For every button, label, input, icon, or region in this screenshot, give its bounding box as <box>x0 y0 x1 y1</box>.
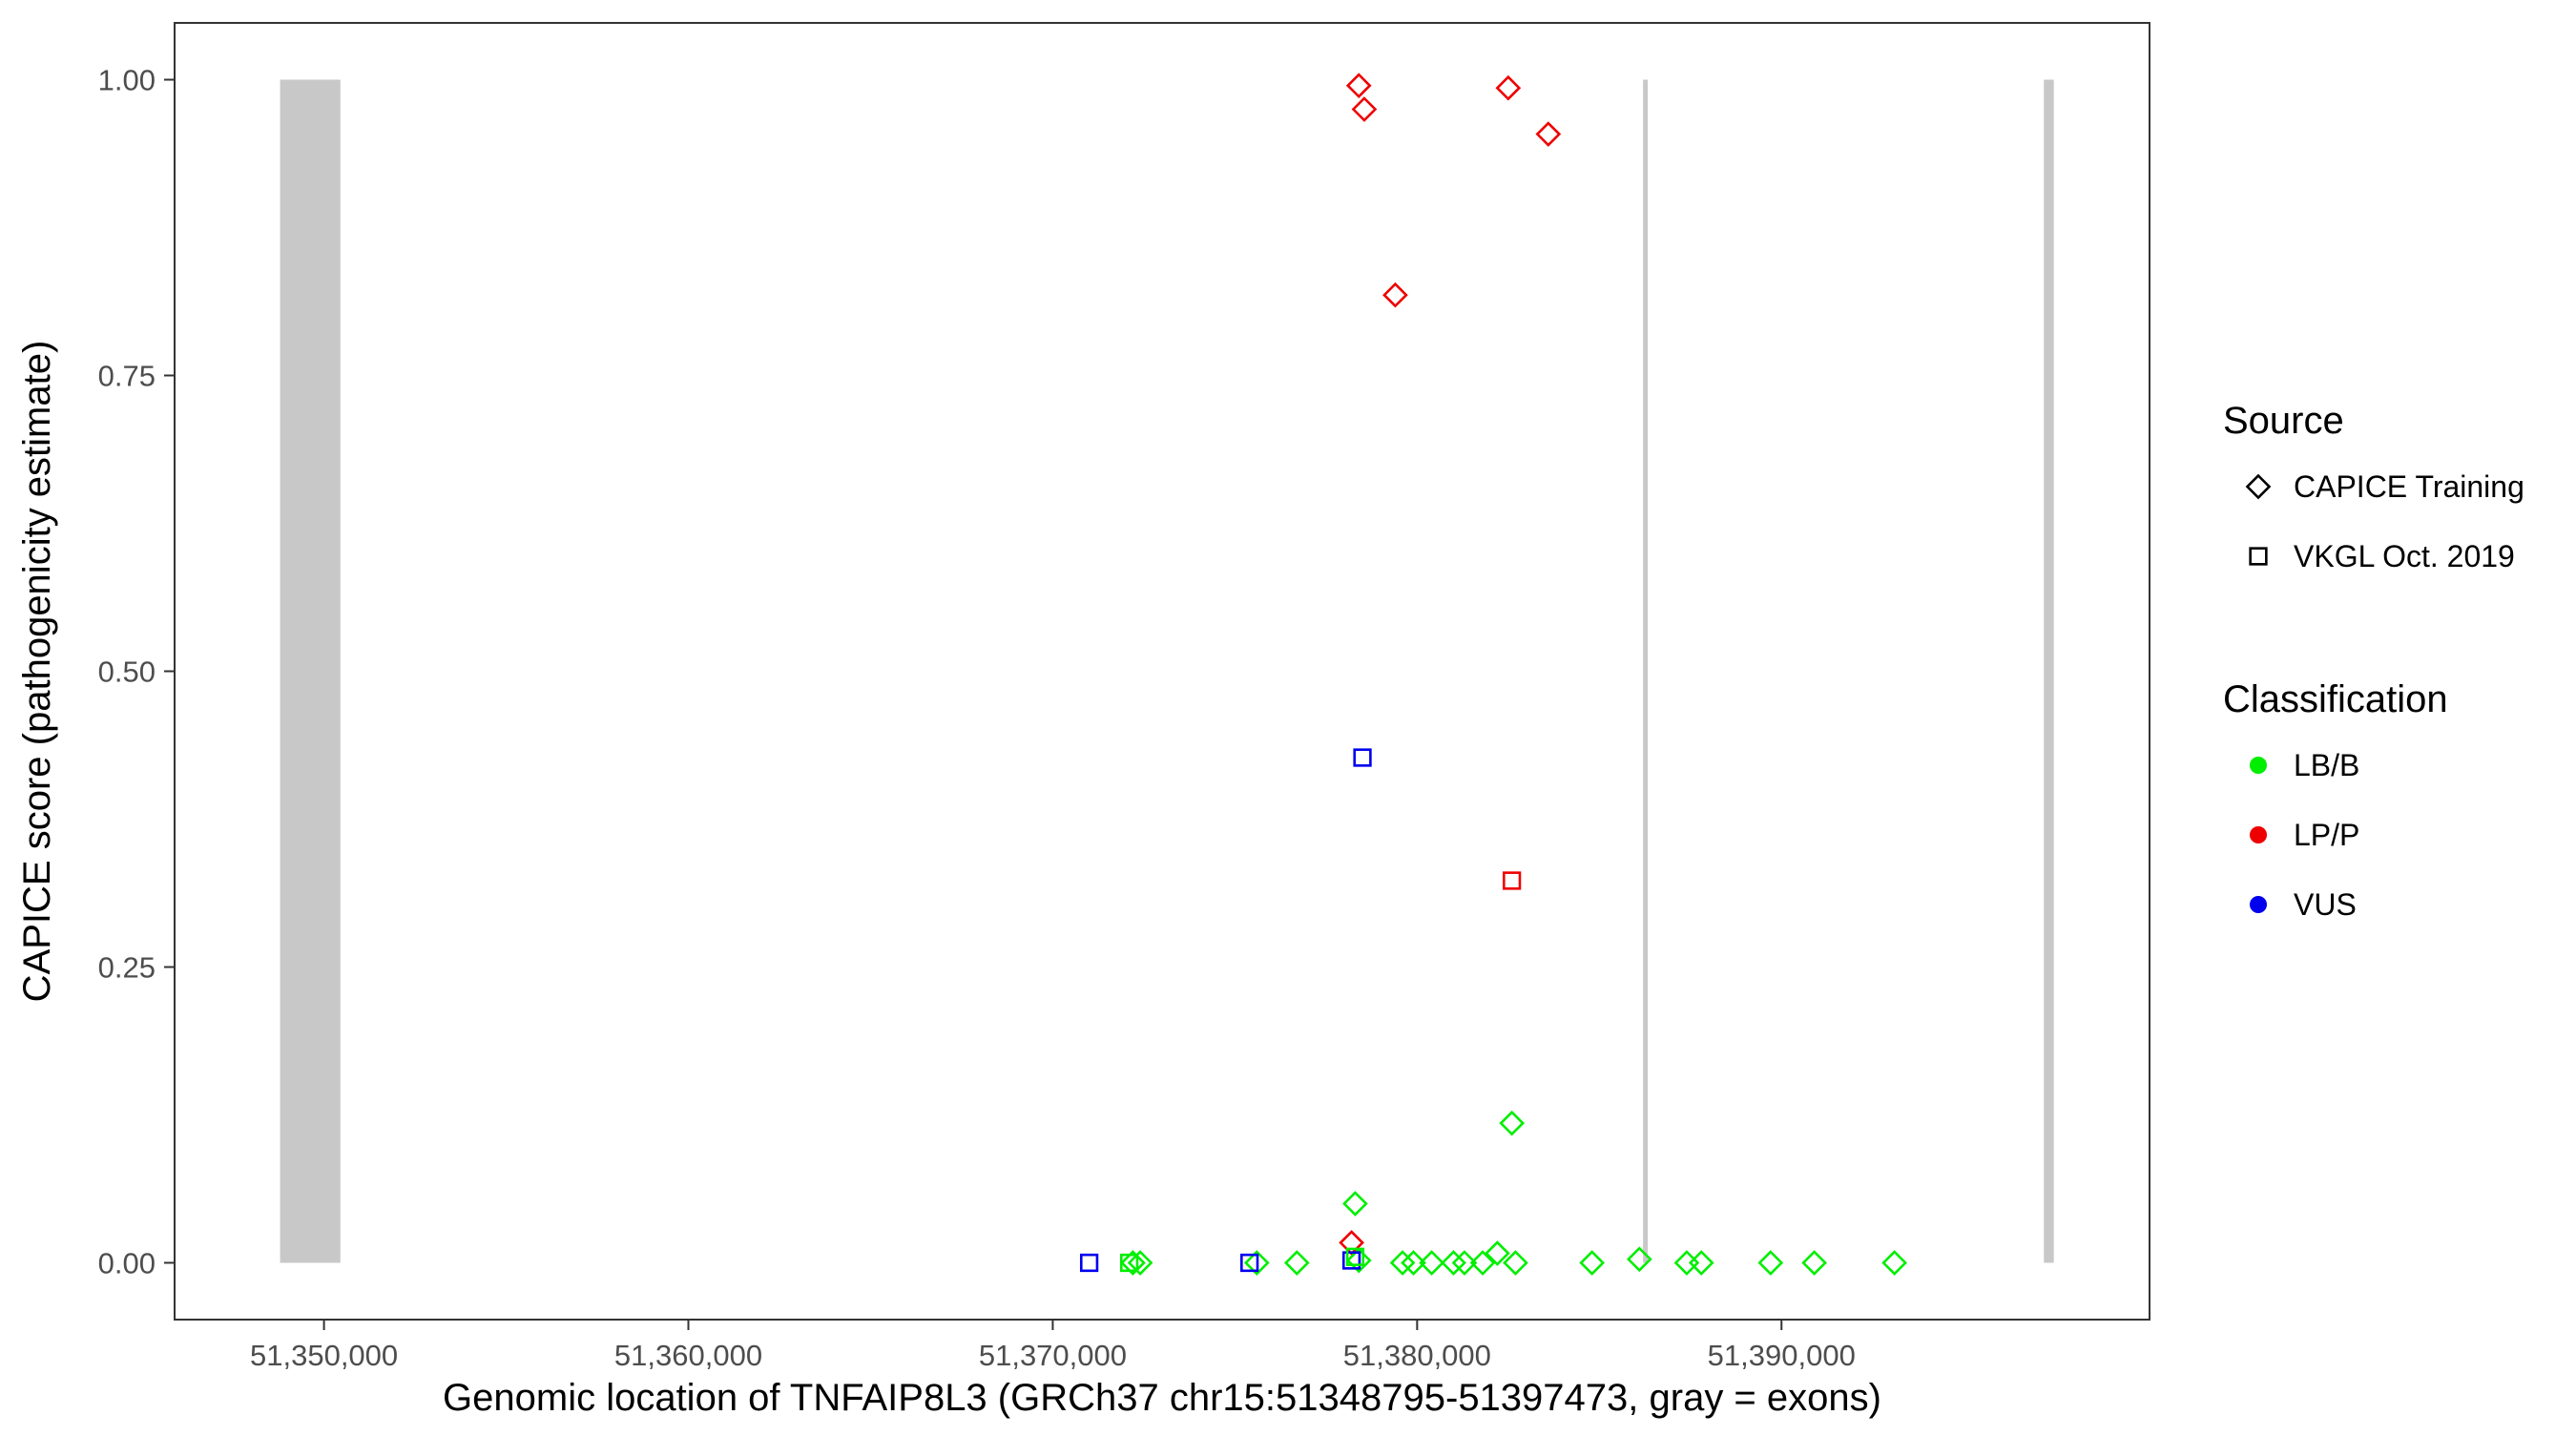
data-point-diamond-lp-p <box>1495 74 1522 101</box>
legend-key-dot <box>2250 757 2267 774</box>
y-tick-label: 0.75 <box>98 360 156 393</box>
data-point-diamond-lb-b <box>1127 1250 1153 1276</box>
data-point-diamond-lb-b <box>1283 1250 1310 1276</box>
legend-classification-title: Classification <box>2223 678 2448 720</box>
data-point-diamond-lb-b <box>1485 1240 1510 1266</box>
legend-source-title: Source <box>2223 400 2344 442</box>
data-point-diamond-lb-b <box>1688 1250 1714 1276</box>
legend: Source Classification CAPICE Training VKG… <box>2223 400 2524 922</box>
x-tick-label: 51,350,000 <box>250 1339 398 1372</box>
x-tick-label: 51,360,000 <box>614 1339 762 1372</box>
data-point-square-lb-b <box>1119 1253 1139 1273</box>
data-point-diamond-lb-b <box>1342 1191 1368 1217</box>
data-point-diamond-lb-b <box>1881 1250 1907 1276</box>
legend-key-square <box>2249 547 2268 566</box>
data-point-diamond-lb-b <box>1499 1110 1525 1136</box>
data-point-diamond-lb-b <box>1469 1250 1496 1276</box>
data-point-diamond-lb-b <box>1451 1250 1478 1276</box>
data-point-diamond-lb-b <box>1579 1250 1606 1276</box>
legend-key-dot <box>2250 826 2267 843</box>
data-point-diamond-lb-b <box>1419 1250 1444 1276</box>
y-axis-title: CAPICE score (pathogenicity estimate) <box>16 341 58 1003</box>
data-point-square-vus <box>1079 1253 1099 1273</box>
x-tick-label: 51,370,000 <box>979 1339 1127 1372</box>
data-point-diamond-lb-b <box>1401 1250 1426 1276</box>
data-point-square-lp-p <box>1503 871 1522 890</box>
y-tick-label: 0.00 <box>98 1246 156 1280</box>
legend-class-label: LP/P <box>2294 818 2359 852</box>
point-layer <box>1079 73 1907 1276</box>
data-point-square-vus <box>1341 1251 1361 1270</box>
data-point-diamond-lb-b <box>1345 1247 1372 1274</box>
x-axis-title: Genomic location of TNFAIP8L3 (GRCh37 ch… <box>443 1377 1881 1419</box>
x-tick-label: 51,390,000 <box>1708 1339 1856 1372</box>
exon-band-3 <box>2044 79 2054 1263</box>
plot-panel-border <box>174 22 2150 1321</box>
legend-key-dot <box>2250 896 2267 913</box>
data-point-diamond-lb-b <box>1120 1250 1146 1276</box>
data-point-diamond-lb-b <box>1389 1250 1416 1276</box>
x-tick-label: 51,380,000 <box>1343 1339 1491 1372</box>
y-tick-label: 0.50 <box>98 656 156 689</box>
data-point-diamond-lp-p <box>1345 73 1372 99</box>
exon-layer <box>280 79 2054 1263</box>
data-point-diamond-lb-b <box>1757 1250 1784 1276</box>
y-tick-label: 1.00 <box>98 64 156 97</box>
exon-band-2 <box>1643 79 1649 1263</box>
data-point-diamond-lp-p <box>1382 281 1408 308</box>
axis-layer: 51,350,000 51,360,000 51,370,000 51,380,000… <box>98 64 1856 1372</box>
data-point-diamond-lb-b <box>1801 1250 1827 1276</box>
legend-key-diamond <box>2245 473 2272 500</box>
legend-source-label: CAPICE Training <box>2294 469 2524 504</box>
data-point-diamond-lb-b <box>1626 1246 1652 1273</box>
data-point-square-vus <box>1240 1253 1259 1273</box>
data-point-square-vus <box>1353 748 1372 767</box>
data-point-diamond-lb-b <box>1503 1250 1528 1276</box>
data-point-square-lb-b <box>1345 1247 1365 1266</box>
exon-band-1 <box>280 79 341 1263</box>
legend-class-label: VUS <box>2294 887 2357 922</box>
y-tick-label: 0.25 <box>98 950 156 984</box>
data-point-diamond-lp-p <box>1535 121 1562 147</box>
data-point-diamond-lp-p <box>1351 96 1378 122</box>
legend-class-label: LB/B <box>2294 748 2359 782</box>
data-point-diamond-lb-b <box>1673 1250 1700 1276</box>
legend-source-label: VKGL Oct. 2019 <box>2294 539 2515 573</box>
data-point-diamond-lb-b <box>1243 1250 1270 1276</box>
data-point-diamond-lb-b <box>1441 1250 1466 1276</box>
